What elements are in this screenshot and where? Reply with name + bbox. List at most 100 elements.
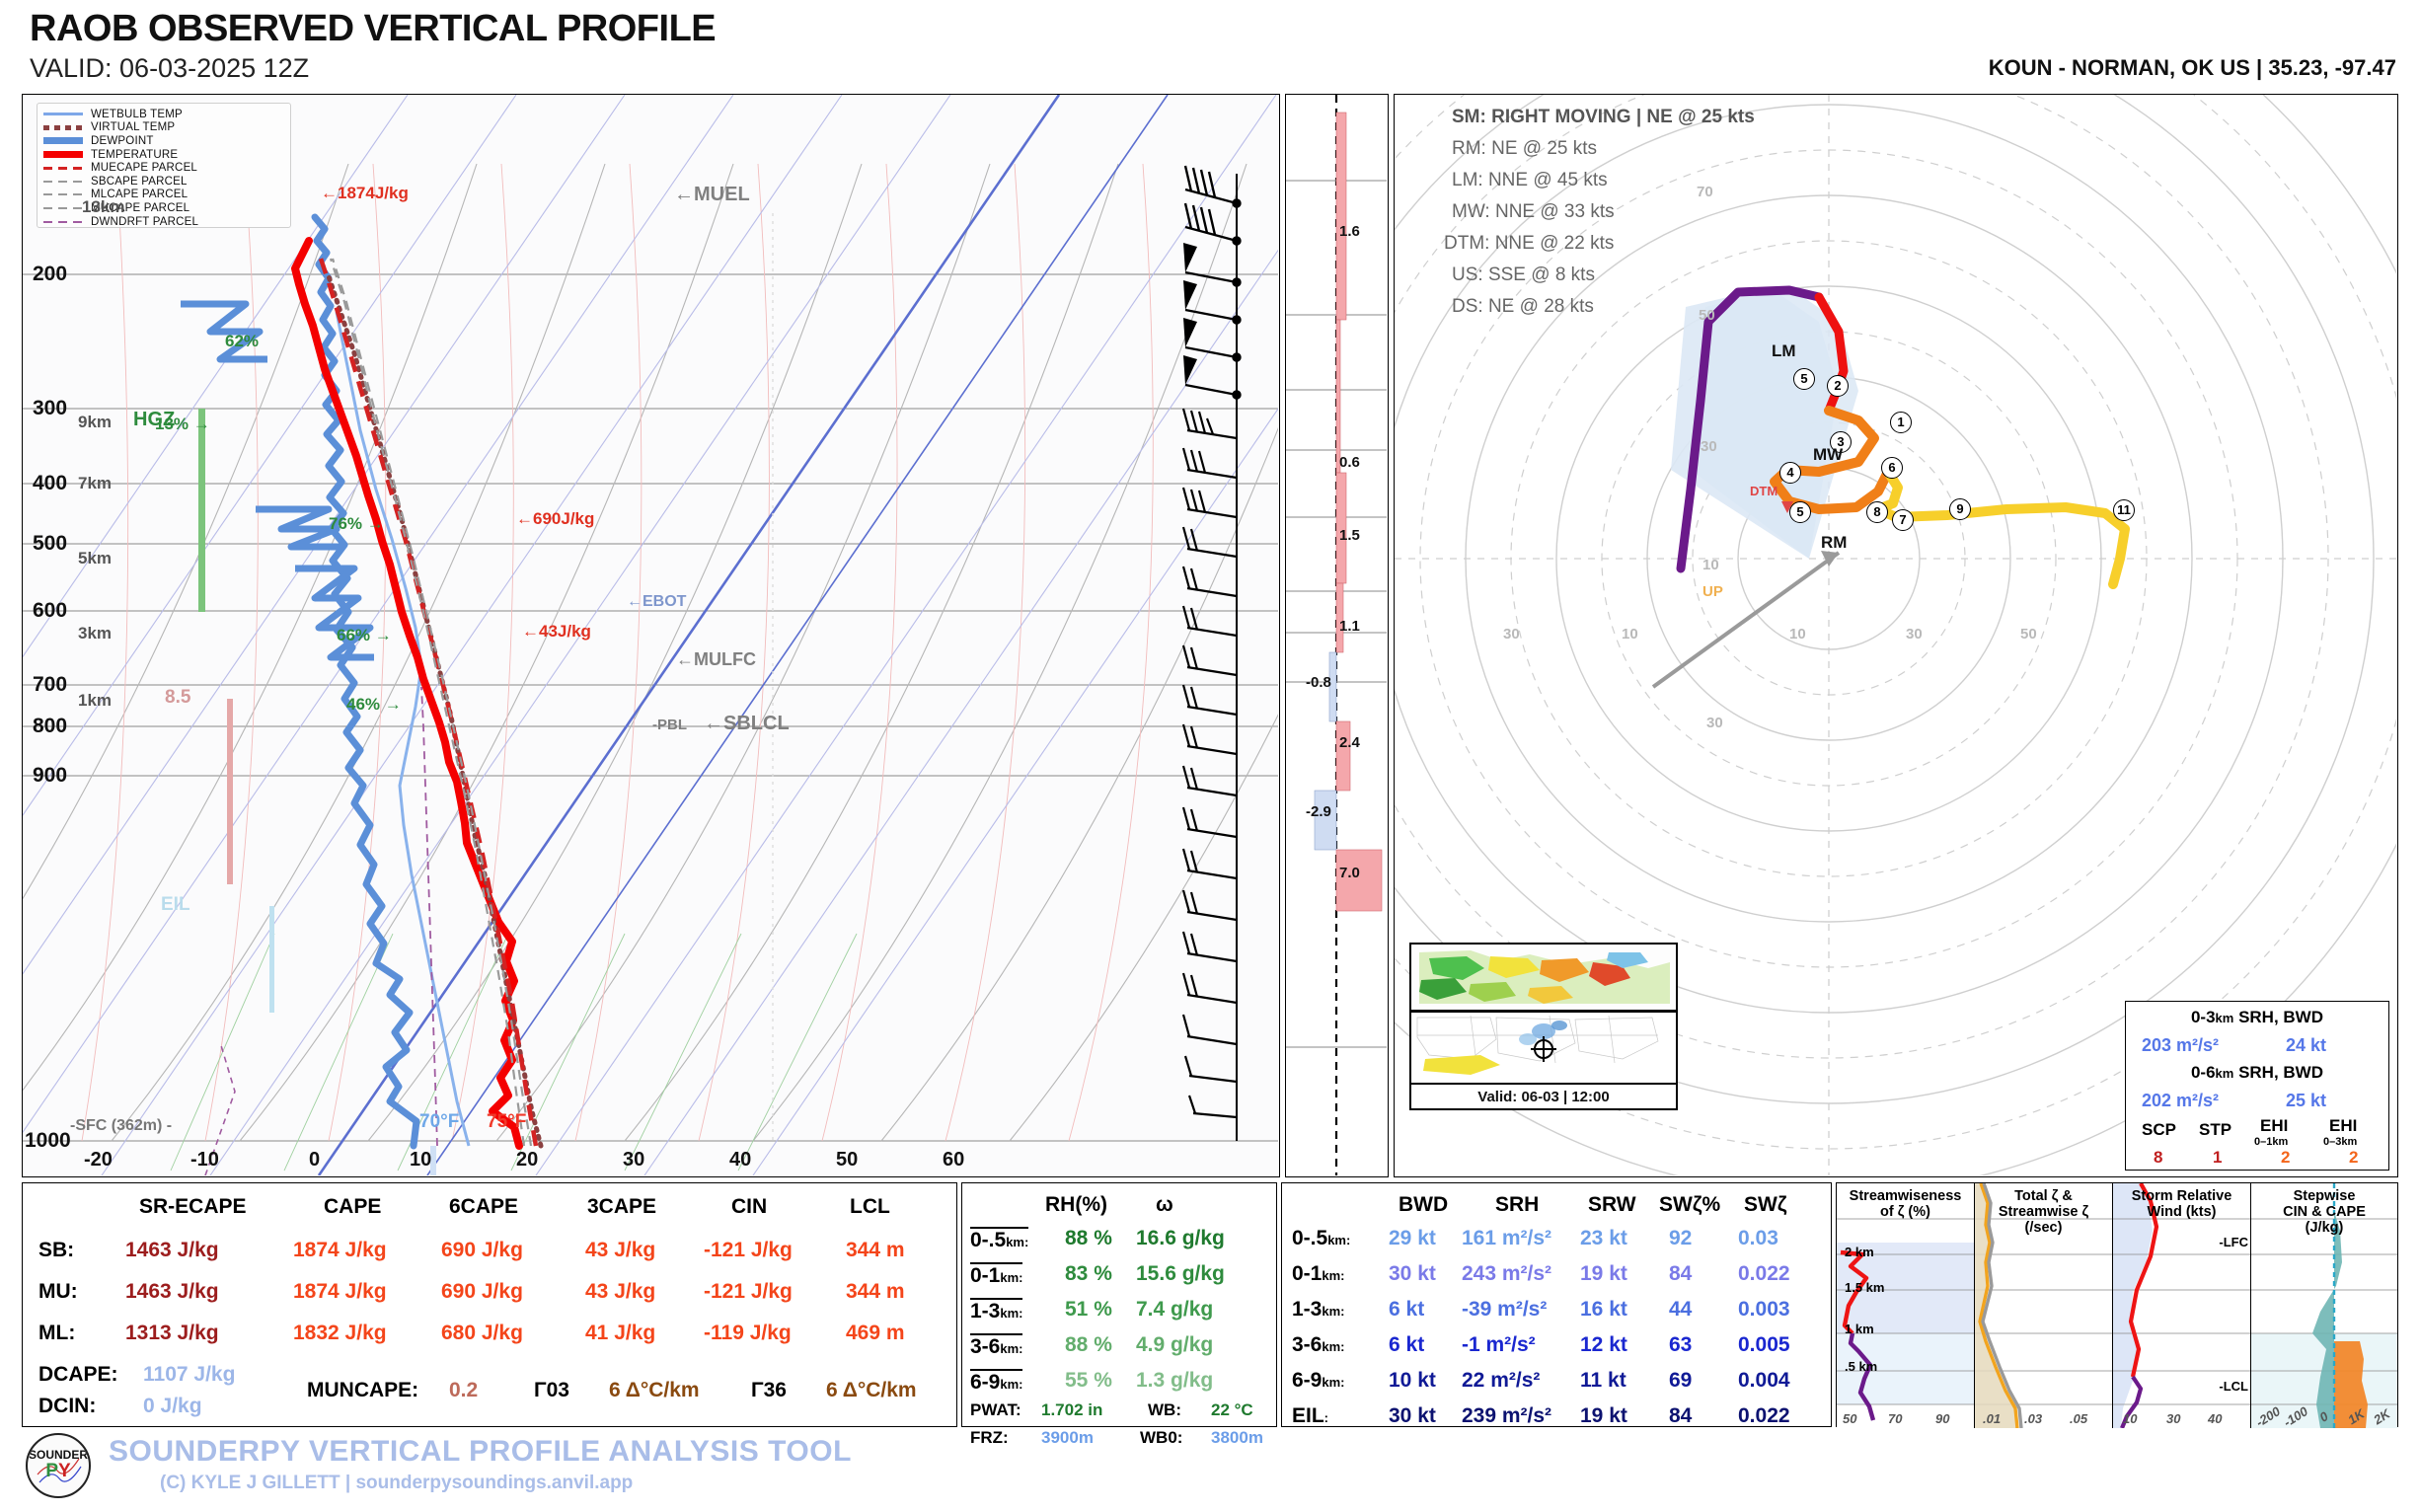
hgz-label: HGZ [133,409,176,430]
bwd-row-0-swzp: 92 [1669,1227,1693,1249]
lapse-bar [227,699,233,884]
col-3cape: 3CAPE [587,1195,657,1218]
rh-row-2-w: 7.4 g/kg [1136,1298,1214,1321]
dtm-tag: DTM [1750,484,1778,498]
header: RAOB OBSERVED VERTICAL PROFILE VALID: 06… [0,0,2420,91]
legend-row-5: SBCAPE PARCEL [43,175,284,189]
bwd-row-2-srw: 16 kt [1580,1298,1627,1321]
height-label-13km: 13km [82,197,125,216]
bwd-row-0-label: 0-.5km: [1292,1227,1351,1249]
legend-swatch-6 [43,193,83,196]
sb-cape: 1874 J/kg [293,1239,387,1261]
mu-lcl: 344 m [846,1280,905,1303]
skewt-panel[interactable]: WETBULB TEMP VIRTUAL TEMP DEWPOINT TEMPERAT… [22,94,1280,1177]
ml-srecape: 1313 J/kg [125,1322,219,1344]
legend-label-2: DEWPOINT [91,134,154,147]
eil-bar [269,906,274,1013]
srh-bwd-box: 0-3km SRH, BWD 203 m²/s² 24 kt 0-6km SRH… [2125,1001,2389,1171]
legend-swatch-2 [43,137,83,145]
srh-0-3-sub: km [2215,1011,2234,1025]
up-label: UP [1702,583,1723,600]
mu-srecape: 1463 J/kg [125,1280,219,1303]
radar-valid-label: Valid: 06-03 | 12:00 [1411,1083,1676,1108]
rh-row-3-w: 4.9 g/kg [1136,1333,1214,1356]
legend-label-5: SBCAPE PARCEL [91,175,188,188]
page-title: RAOB OBSERVED VERTICAL PROFILE [30,8,717,49]
sm-line-3: MW: NNE @ 33 kts [1452,201,1615,222]
lapse-label: 8.5 [165,687,191,708]
bwd-row-0-swz: 0.03 [1738,1227,1778,1249]
ehi-0-3-label: EHI [2329,1116,2358,1135]
hodograph-panel[interactable]: SM: RIGHT MOVING | NE @ 25 kts RM: NE @ … [1394,94,2398,1177]
legend-label-0: WETBULB TEMP [91,108,183,120]
pbl-label: -PBL [652,717,687,733]
total-zeta-plot [1975,1183,2112,1428]
ring-label-30-n: 30 [1701,438,1717,455]
footer-line-2: (C) KYLE J GILLETT | sounderpysoundings.… [160,1473,634,1493]
col-bwd: BWD [1399,1193,1449,1216]
bwd-row-2-bwd: 6 kt [1389,1298,1425,1321]
legend-swatch-8 [43,220,83,223]
logo-graphic [29,1436,88,1495]
radar-inset[interactable]: Valid: 06-03 | 12:00 [1409,943,1678,1110]
srh-0-6-sub: km [2215,1066,2234,1081]
sw-h-15km: 1.5 km [1845,1280,1885,1295]
station-info: KOUN - NORMAN, OK US | 35.23, -97.47 [1988,55,2396,80]
ehi-0-3-sub: 0–3km [2323,1136,2358,1148]
bwd-row-0-srw: 23 kt [1580,1227,1627,1249]
streamwiseness-panel[interactable]: Streamwiseness of ζ (%) 2 km 1.5 km 1 km … [1837,1183,1975,1428]
omega-value-8: 7.0 [1339,865,1360,881]
hodo-marker-1: 1 [1890,412,1912,433]
sm-line-0: SM: RIGHT MOVING | NE @ 25 kts [1452,107,1755,127]
sm-line-4: DTM: NNE @ 22 kts [1444,233,1615,254]
omega-value-7: -2.9 [1306,803,1331,820]
rh-row-4-w: 1.3 g/kg [1136,1369,1214,1392]
logo-text-bottom: PY [45,1461,71,1481]
downdraft-parcel-trace [420,686,438,1147]
rh-row-2-rh: 51 % [1065,1298,1112,1321]
total-zeta-panel[interactable]: Total ζ & Streamwise ζ (/sec) .01 .03 .05 [1975,1183,2113,1428]
ring-label-30-e: 30 [1906,626,1923,643]
footer: SOUNDER PY SOUNDERPY VERTICAL PROFILE AN… [22,1433,1285,1502]
col-6cape: 6CAPE [449,1195,519,1218]
rh-table: RH(%) ω 0-.5km: 88 % 16.6 g/kg 0-1km: 83… [961,1182,1277,1447]
ehi-0-3-value: 2 [2349,1148,2359,1167]
bwd-row-5-bwd: 30 kt [1389,1404,1436,1427]
pressure-label-200: 200 [33,263,68,285]
stepwise-title: Stepwise CIN & CAPE (J/kg) [2283,1188,2366,1236]
hodo-marker-8: 8 [1866,501,1888,523]
ehi-0-1-sub: 0–1km [2254,1136,2289,1148]
omega-bars [1286,95,1387,1175]
valid-time: VALID: 06-03-2025 12Z [30,53,310,83]
mini-panels-group: Streamwiseness of ζ (%) 2 km 1.5 km 1 km … [1836,1182,2398,1428]
mu-cin: -121 J/kg [704,1280,793,1303]
col-lcl: LCL [850,1195,890,1218]
xtick-20: 20 [516,1149,539,1171]
stepwise-cin-cape-panel[interactable]: Stepwise CIN & CAPE (J/kg) -200 -100 0 1K … [2251,1183,2397,1428]
stepwise-plot [2251,1183,2397,1428]
bwd-row-4-label: 6-9km: [1292,1369,1345,1392]
hodograph-plot [1395,95,2396,1175]
muncape-label: MUNCAPE: [307,1379,419,1401]
bwd-row-5-srw: 19 kt [1580,1404,1627,1427]
ring-label-50-n: 50 [1699,307,1715,324]
storm-relative-wind-panel[interactable]: Storm Relative Wind (kts) -LFC -LCL 10 30… [2113,1183,2251,1428]
pressure-label-500: 500 [33,532,68,555]
bwd-row-2-srh: -39 m²/s² [1462,1298,1548,1321]
rh-row-0-rh: 88 % [1065,1227,1112,1249]
hodo-marker-4: 4 [1779,462,1801,484]
bwd-table: BWD SRH SRW SWζ% SWζ 0-.5km: 29 kt 161 m… [1281,1182,1832,1427]
cape-690-label: ←690J/kg [516,509,595,528]
xtick--10: -10 [190,1149,219,1171]
col-sr-ecape: SR-ECAPE [139,1195,247,1218]
bwd-row-4-swz: 0.004 [1738,1369,1790,1392]
col-swz: SWζ [1744,1193,1787,1216]
srw-lcl-label: -LCL [2219,1379,2248,1394]
srw-x-10: 10 [2123,1411,2138,1426]
skewt-background-grid [23,95,1278,1175]
rh-row-4-label: 6-9km: [970,1369,1023,1394]
rm-tag: RM [1821,533,1848,552]
legend-label-3: TEMPERATURE [91,148,179,161]
ring-label-10-e: 10 [1789,626,1806,643]
rh-row-3-rh: 88 % [1065,1333,1112,1356]
